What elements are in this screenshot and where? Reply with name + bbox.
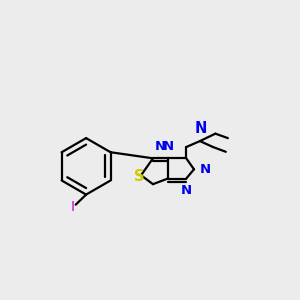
Text: N: N	[200, 163, 211, 176]
Text: I: I	[71, 200, 75, 214]
Text: N: N	[155, 140, 166, 153]
Text: N: N	[181, 184, 192, 197]
Text: N: N	[195, 121, 207, 136]
Text: N: N	[162, 140, 173, 153]
Text: S: S	[134, 169, 145, 184]
